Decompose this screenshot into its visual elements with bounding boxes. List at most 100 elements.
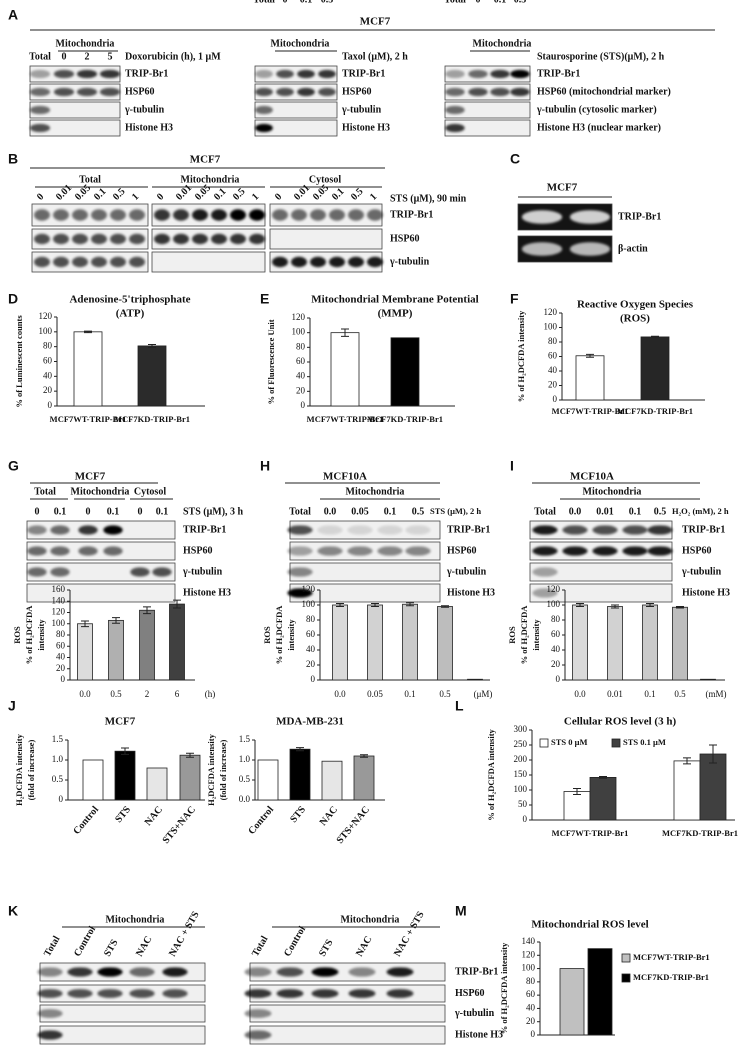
y-tick-label: 40 (548, 365, 558, 375)
band (37, 967, 63, 977)
band (72, 256, 88, 268)
y-axis-label: % of H₂DCFDA intensity (486, 728, 496, 820)
band (29, 123, 51, 133)
y-tick-label: 40 (56, 652, 66, 662)
band (154, 209, 170, 221)
y-tick-label: 1.5 (52, 734, 64, 744)
y-axis-label: ROS (12, 626, 22, 644)
row-label: HSP60 (mitochondrial marker) (537, 86, 671, 97)
x-tick-label: MCF7WT-TRIP-Br1 (50, 414, 127, 424)
band (445, 87, 465, 97)
band (521, 242, 563, 256)
panel-label: D (8, 291, 18, 307)
band (255, 69, 273, 79)
band (255, 123, 273, 133)
band (72, 209, 88, 221)
x-tick-label: 0.0 (79, 689, 91, 699)
y-axis-label: % of H₂DCFDA (519, 605, 529, 665)
lane-label: 0.01 (596, 506, 614, 517)
bar (642, 604, 658, 681)
lane-label: 0.1 (494, 0, 507, 5)
lane-label: 0.5 (412, 506, 425, 517)
x-tick-label: MCF7KD-TRIP-Br1 (617, 406, 693, 416)
band (129, 256, 145, 268)
blot-strip (254, 65, 338, 83)
legend-swatch (621, 973, 631, 983)
bar (146, 767, 168, 801)
y-axis-label: % of H₂DCFDA intensity (499, 942, 509, 1034)
band (129, 233, 145, 245)
y-axis-label: % of Fluorescence Unit (266, 319, 276, 404)
treatment-label: STS (μM), 3 h (183, 506, 244, 517)
error-bar (709, 744, 717, 764)
lane-label: 0.05 (311, 183, 331, 203)
blot-strip (444, 119, 531, 137)
y-axis-label: (fold of increase) (218, 739, 228, 800)
y-tick-label: 100 (547, 599, 561, 609)
row-label: Histone H3 (682, 587, 730, 598)
lane-label: Total (29, 51, 51, 62)
x-unit-label: (h) (205, 689, 216, 699)
y-tick-label: 40 (296, 371, 306, 381)
row-label: HSP60 (183, 545, 212, 556)
error-bar (646, 603, 654, 607)
x-tick-label: STS+NAC (161, 804, 198, 846)
band (230, 233, 246, 245)
band (91, 256, 107, 268)
y-tick-label: 50 (518, 799, 528, 809)
y-axis-label: (fold of increase) (26, 739, 36, 800)
band (173, 209, 189, 221)
band (67, 989, 93, 998)
lane-label: 0.1 (212, 186, 229, 203)
bar (114, 750, 136, 801)
band (287, 546, 313, 556)
x-tick-label: 0.5 (439, 689, 451, 699)
y-tick-label: 120 (547, 584, 561, 594)
band (192, 209, 208, 221)
lane-label: Control (282, 924, 308, 958)
blot-strip (26, 541, 176, 561)
bar (353, 755, 375, 801)
band (27, 567, 47, 577)
panel-label: F (510, 291, 519, 307)
x-tick-label: MCF7WT-TRIP-Br1 (552, 828, 629, 838)
band (297, 87, 315, 97)
y-tick-label: 0 (553, 394, 558, 404)
y-tick-label: 100 (292, 327, 306, 337)
lane-label: 0 (155, 191, 166, 202)
chart-title: (ATP) (116, 308, 145, 320)
x-tick-label: MCF7KD-TRIP-Br1 (367, 414, 443, 424)
band (622, 546, 648, 556)
row-label: TRIP-Br1 (455, 966, 498, 977)
chart-title: (ROS) (620, 313, 650, 325)
bar (587, 948, 613, 1036)
band (377, 546, 403, 556)
band (78, 546, 98, 556)
bar (321, 760, 343, 801)
band (97, 967, 123, 977)
treatment-label: STS (μM), 2 h (430, 506, 481, 516)
x-tick-label: Control (246, 804, 276, 837)
error-bar (296, 747, 304, 752)
y-axis-label: % of H₂DCFDA (274, 605, 284, 665)
band (154, 233, 170, 245)
y-tick-label: 40 (551, 644, 561, 654)
error-bar (611, 604, 619, 609)
band (53, 233, 69, 245)
y-tick-label: 100 (52, 618, 66, 628)
band (647, 525, 673, 535)
row-label: γ-tubulin (182, 566, 223, 577)
treatment-label: Taxol (μM), 2 h (342, 51, 408, 62)
bar (390, 337, 420, 407)
row-label: TRIP-Br1 (183, 524, 226, 535)
y-tick-label: 20 (296, 385, 306, 395)
y-tick-label: 0.5 (239, 774, 251, 784)
lane-label: 0.0 (569, 506, 582, 517)
x-tick-label: NAC (143, 804, 165, 828)
chart-title: MCF7 (105, 716, 136, 728)
lane-label: 0.01 (174, 183, 194, 203)
error-bar (676, 606, 684, 609)
band (310, 256, 326, 268)
legend-label: STS 0 μM (551, 737, 587, 747)
bar (402, 603, 418, 681)
